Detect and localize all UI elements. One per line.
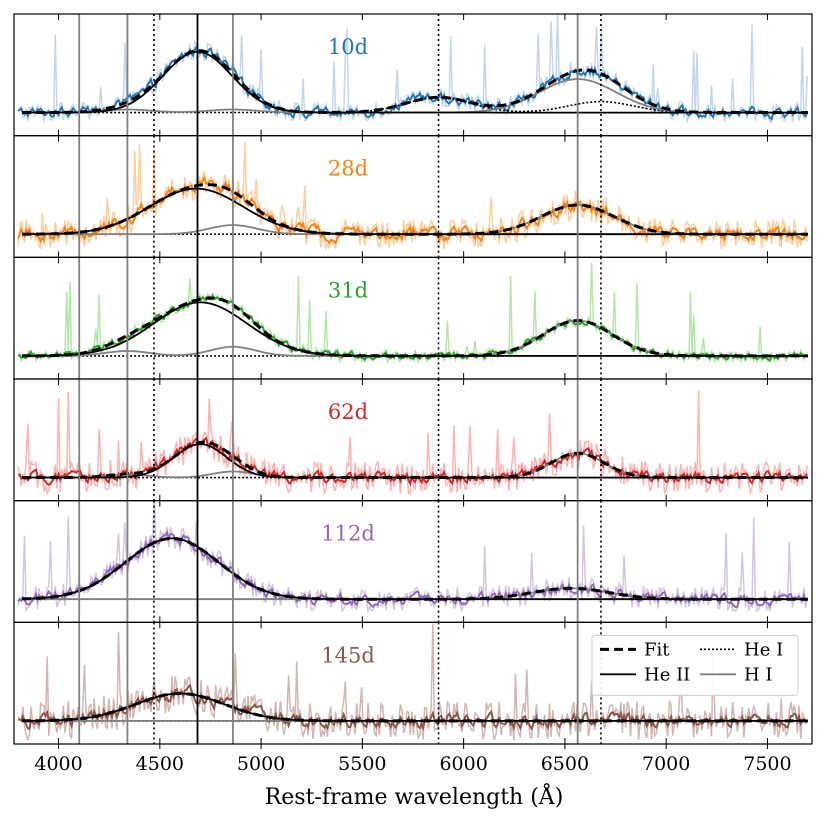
legend-label: Fit	[644, 639, 670, 660]
he2-component	[22, 187, 808, 236]
legend-box	[591, 634, 799, 696]
panel-plot-area	[17, 623, 808, 742]
epoch-label: 28d	[328, 157, 368, 181]
panel-frame	[13, 500, 813, 623]
raw-spectrum	[17, 14, 808, 124]
x-tick-label: 6500	[541, 753, 589, 775]
panel-62d: 62d	[13, 378, 813, 502]
x-tick-label: 4000	[34, 753, 82, 775]
x-tick-label: 7500	[743, 753, 791, 775]
fit-curve	[22, 692, 808, 723]
he2-component	[22, 50, 808, 114]
epoch-label: 112d	[321, 522, 375, 546]
x-tick-label: 4500	[136, 753, 184, 775]
raw-spectrum	[17, 500, 808, 615]
panel-plot-area	[17, 262, 808, 365]
fit-curve	[22, 296, 808, 358]
panel-31d: 31d	[13, 256, 813, 380]
panel-frame	[13, 621, 813, 745]
panel-plot-area	[17, 142, 808, 251]
x-tick-label: 7000	[642, 753, 690, 775]
legend-label: H I	[744, 664, 773, 685]
epoch-label: 31d	[328, 278, 368, 302]
panel-112d: 112d	[13, 500, 813, 623]
smoothed-spectrum	[17, 45, 809, 122]
fit-curve	[22, 49, 808, 114]
panel-145d: 145d	[13, 621, 813, 745]
x-tick-label: 5500	[338, 753, 386, 775]
panel-plot-area	[17, 390, 808, 496]
x-axis: 4000 4500 5000 5500 6000 6500 7000 7500	[34, 744, 792, 775]
epoch-label: 145d	[321, 643, 375, 667]
fit-curve	[22, 440, 808, 480]
legend: Fit He I He II H I	[591, 634, 799, 696]
fit-curve	[22, 183, 808, 236]
legend-label: He II	[644, 664, 690, 685]
panel-plot-area	[17, 500, 808, 615]
panel-stack: 10d 28d 31d 62d 112d 145d Fit He I He II H I	[13, 13, 813, 745]
x-axis-label: Rest-frame wavelength (Å)	[265, 782, 564, 810]
panel-10d: 10d	[13, 13, 813, 137]
smoothed-spectrum	[17, 529, 808, 609]
raw-spectrum	[17, 262, 808, 365]
fit-curve	[22, 536, 808, 601]
epoch-label: 10d	[328, 35, 368, 59]
panel-plot-area	[17, 14, 809, 124]
x-tick-label: 5000	[237, 753, 285, 775]
legend-label: He I	[744, 639, 783, 660]
x-tick-label: 6000	[439, 753, 487, 775]
epoch-label: 62d	[328, 400, 368, 424]
panel-28d: 28d	[13, 135, 813, 258]
